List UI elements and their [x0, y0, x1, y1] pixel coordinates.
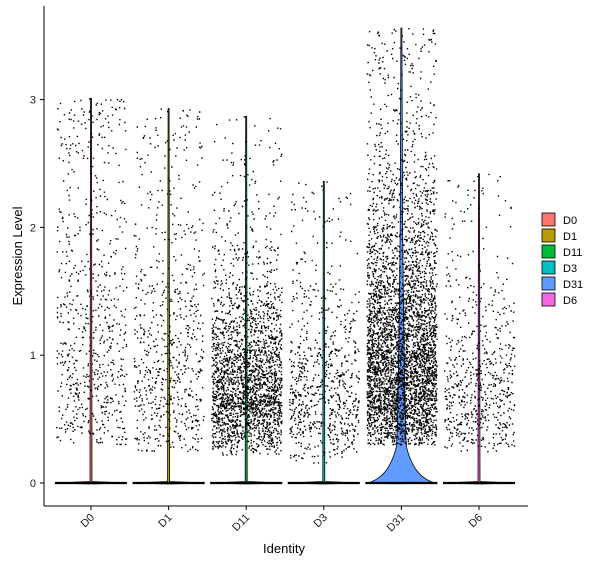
x-tick-label-D31: D31: [385, 512, 408, 535]
legend-key-D0: [541, 212, 556, 227]
x-tick-label-D0: D0: [79, 512, 97, 530]
legend-label-D0: D0: [563, 215, 577, 227]
points-D1: [133, 108, 205, 452]
legend-label-D6: D6: [563, 295, 577, 307]
legend-label-D1: D1: [563, 231, 577, 243]
x-tick-label-D6: D6: [467, 512, 485, 530]
legend-label-D11: D11: [563, 247, 582, 259]
y-tick-label-3: 3: [30, 95, 36, 107]
points-D3: [289, 181, 360, 464]
points-D31: [366, 28, 438, 446]
y-axis: 0 1 2 3: [30, 6, 45, 506]
jitter-points-D6: [444, 173, 516, 453]
x-tick-label-D11: D11: [230, 512, 252, 534]
y-axis-title: Expression Level: [10, 206, 25, 305]
legend-label-D3: D3: [563, 263, 577, 275]
y-tick-label-1: 1: [30, 350, 36, 362]
x-tick-label-D1: D1: [156, 512, 174, 530]
x-tick-label-D3: D3: [311, 512, 329, 530]
x-axis-title: Identity: [263, 541, 305, 556]
y-tick-label-0: 0: [30, 478, 36, 490]
violin-D6: [442, 173, 516, 485]
legend: D0 D1 D11 D3 D31 D6: [541, 212, 583, 307]
jitter-points-D3: [289, 181, 360, 464]
jitter-points-D11: [211, 116, 283, 456]
points-D6: [444, 173, 516, 453]
points-D11: [211, 116, 283, 456]
legend-key-D11: [541, 244, 556, 259]
legend-key-D6: [541, 292, 556, 307]
x-axis: D0 D1 D11 D3 D31 D6: [44, 505, 528, 535]
legend-label-D31: D31: [563, 279, 583, 291]
jitter-points-layer: [56, 28, 516, 464]
jitter-points-D31: [366, 28, 438, 446]
legend-key-D1: [541, 228, 556, 243]
y-tick-label-2: 2: [30, 222, 36, 234]
violin-layer: [54, 27, 516, 485]
jitter-points-D1: [133, 108, 205, 452]
legend-key-D31: [541, 276, 556, 291]
legend-key-D3: [541, 260, 556, 275]
